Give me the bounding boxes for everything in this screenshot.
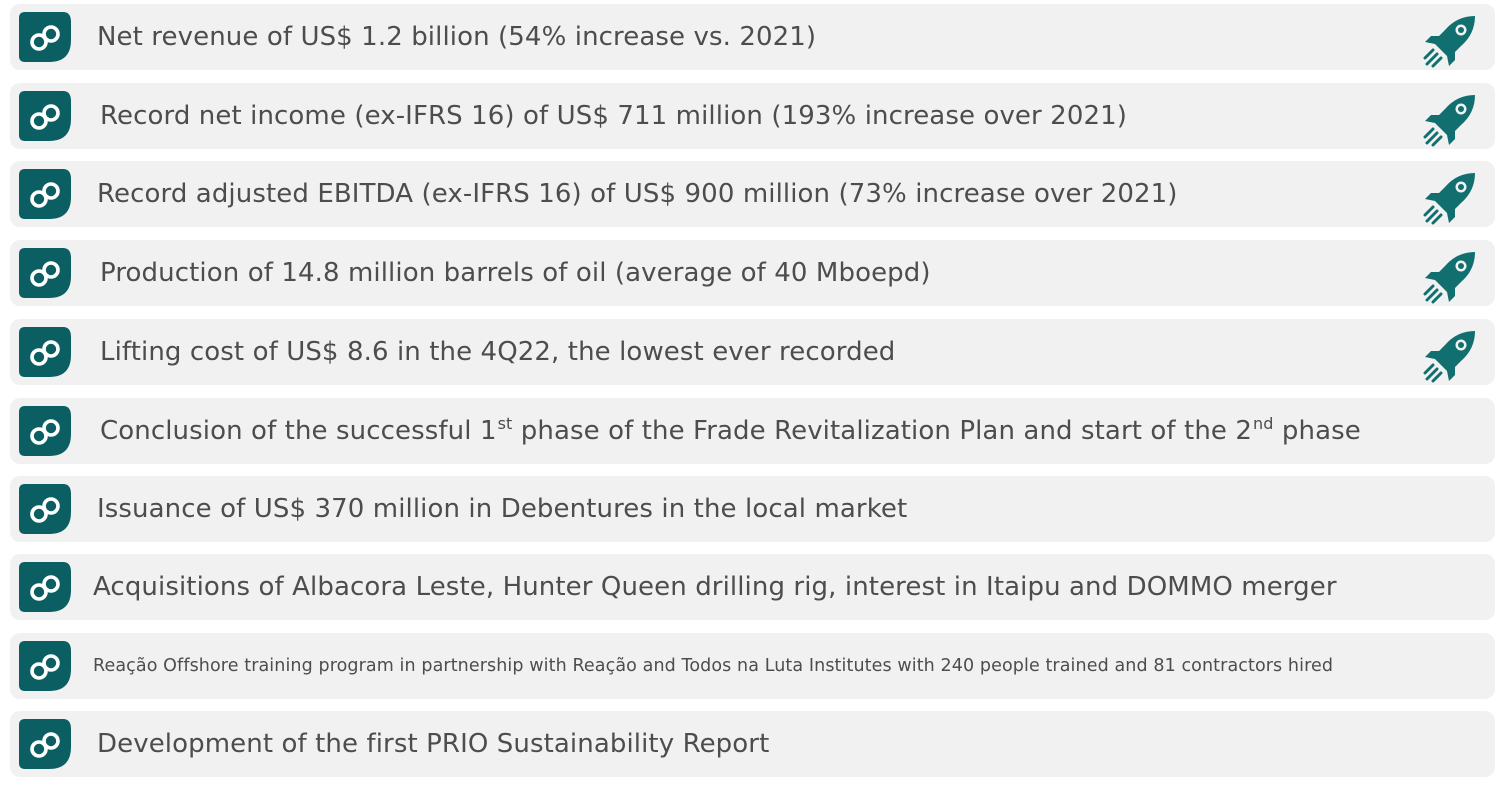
highlight-row-8: Acquisitions of Albacora Leste, Hunter Q… [10,554,1495,620]
highlight-row-4: Production of 14.8 million barrels of oi… [10,240,1495,306]
text-part-2: phase of the Frade Revitalization Plan a… [512,416,1253,446]
rocket-icon [1423,329,1477,383]
prio-logo-icon [19,562,71,612]
prio-logo-icon [19,91,71,141]
highlight-row-7: Issuance of US$ 370 million in Debenture… [10,476,1495,542]
prio-logo-icon [19,12,71,62]
superscript-st: st [497,414,513,433]
prio-logo-icon [19,641,71,691]
highlight-text: Net revenue of US$ 1.2 billion (54% incr… [97,22,817,52]
highlight-row-10: Development of the first PRIO Sustainabi… [10,711,1495,777]
prio-logo-icon [19,719,71,769]
highlight-row-9: Reação Offshore training program in part… [10,633,1495,699]
text-part-3: phase [1273,416,1361,446]
rocket-icon [1423,93,1477,147]
highlight-text: Record adjusted EBITDA (ex-IFRS 16) of U… [97,179,1178,209]
highlight-text: Acquisitions of Albacora Leste, Hunter Q… [93,572,1337,602]
rocket-icon [1423,14,1477,68]
highlight-text: Conclusion of the successful 1st phase o… [100,398,1361,464]
highlight-text: Record net income (ex-IFRS 16) of US$ 71… [100,101,1127,131]
text-part-1: Conclusion of the successful 1 [100,416,497,446]
highlight-row-6: Conclusion of the successful 1st phase o… [10,398,1495,464]
prio-logo-icon [19,484,71,534]
prio-logo-icon [19,406,71,456]
highlight-text: Issuance of US$ 370 million in Debenture… [97,494,908,524]
superscript-nd: nd [1253,414,1274,433]
highlight-row-5: Lifting cost of US$ 8.6 in the 4Q22, the… [10,319,1495,385]
rocket-icon [1423,250,1477,304]
highlight-text: Lifting cost of US$ 8.6 in the 4Q22, the… [100,337,896,367]
highlight-row-1: Net revenue of US$ 1.2 billion (54% incr… [10,4,1495,70]
highlight-text: Production of 14.8 million barrels of oi… [100,258,931,288]
highlight-row-3: Record adjusted EBITDA (ex-IFRS 16) of U… [10,161,1495,227]
prio-logo-icon [19,169,71,219]
prio-logo-icon [19,327,71,377]
rocket-icon [1423,171,1477,225]
prio-logo-icon [19,248,71,298]
highlight-text: Reação Offshore training program in part… [93,656,1334,676]
highlight-text: Development of the first PRIO Sustainabi… [97,729,770,759]
highlight-row-2: Record net income (ex-IFRS 16) of US$ 71… [10,83,1495,149]
